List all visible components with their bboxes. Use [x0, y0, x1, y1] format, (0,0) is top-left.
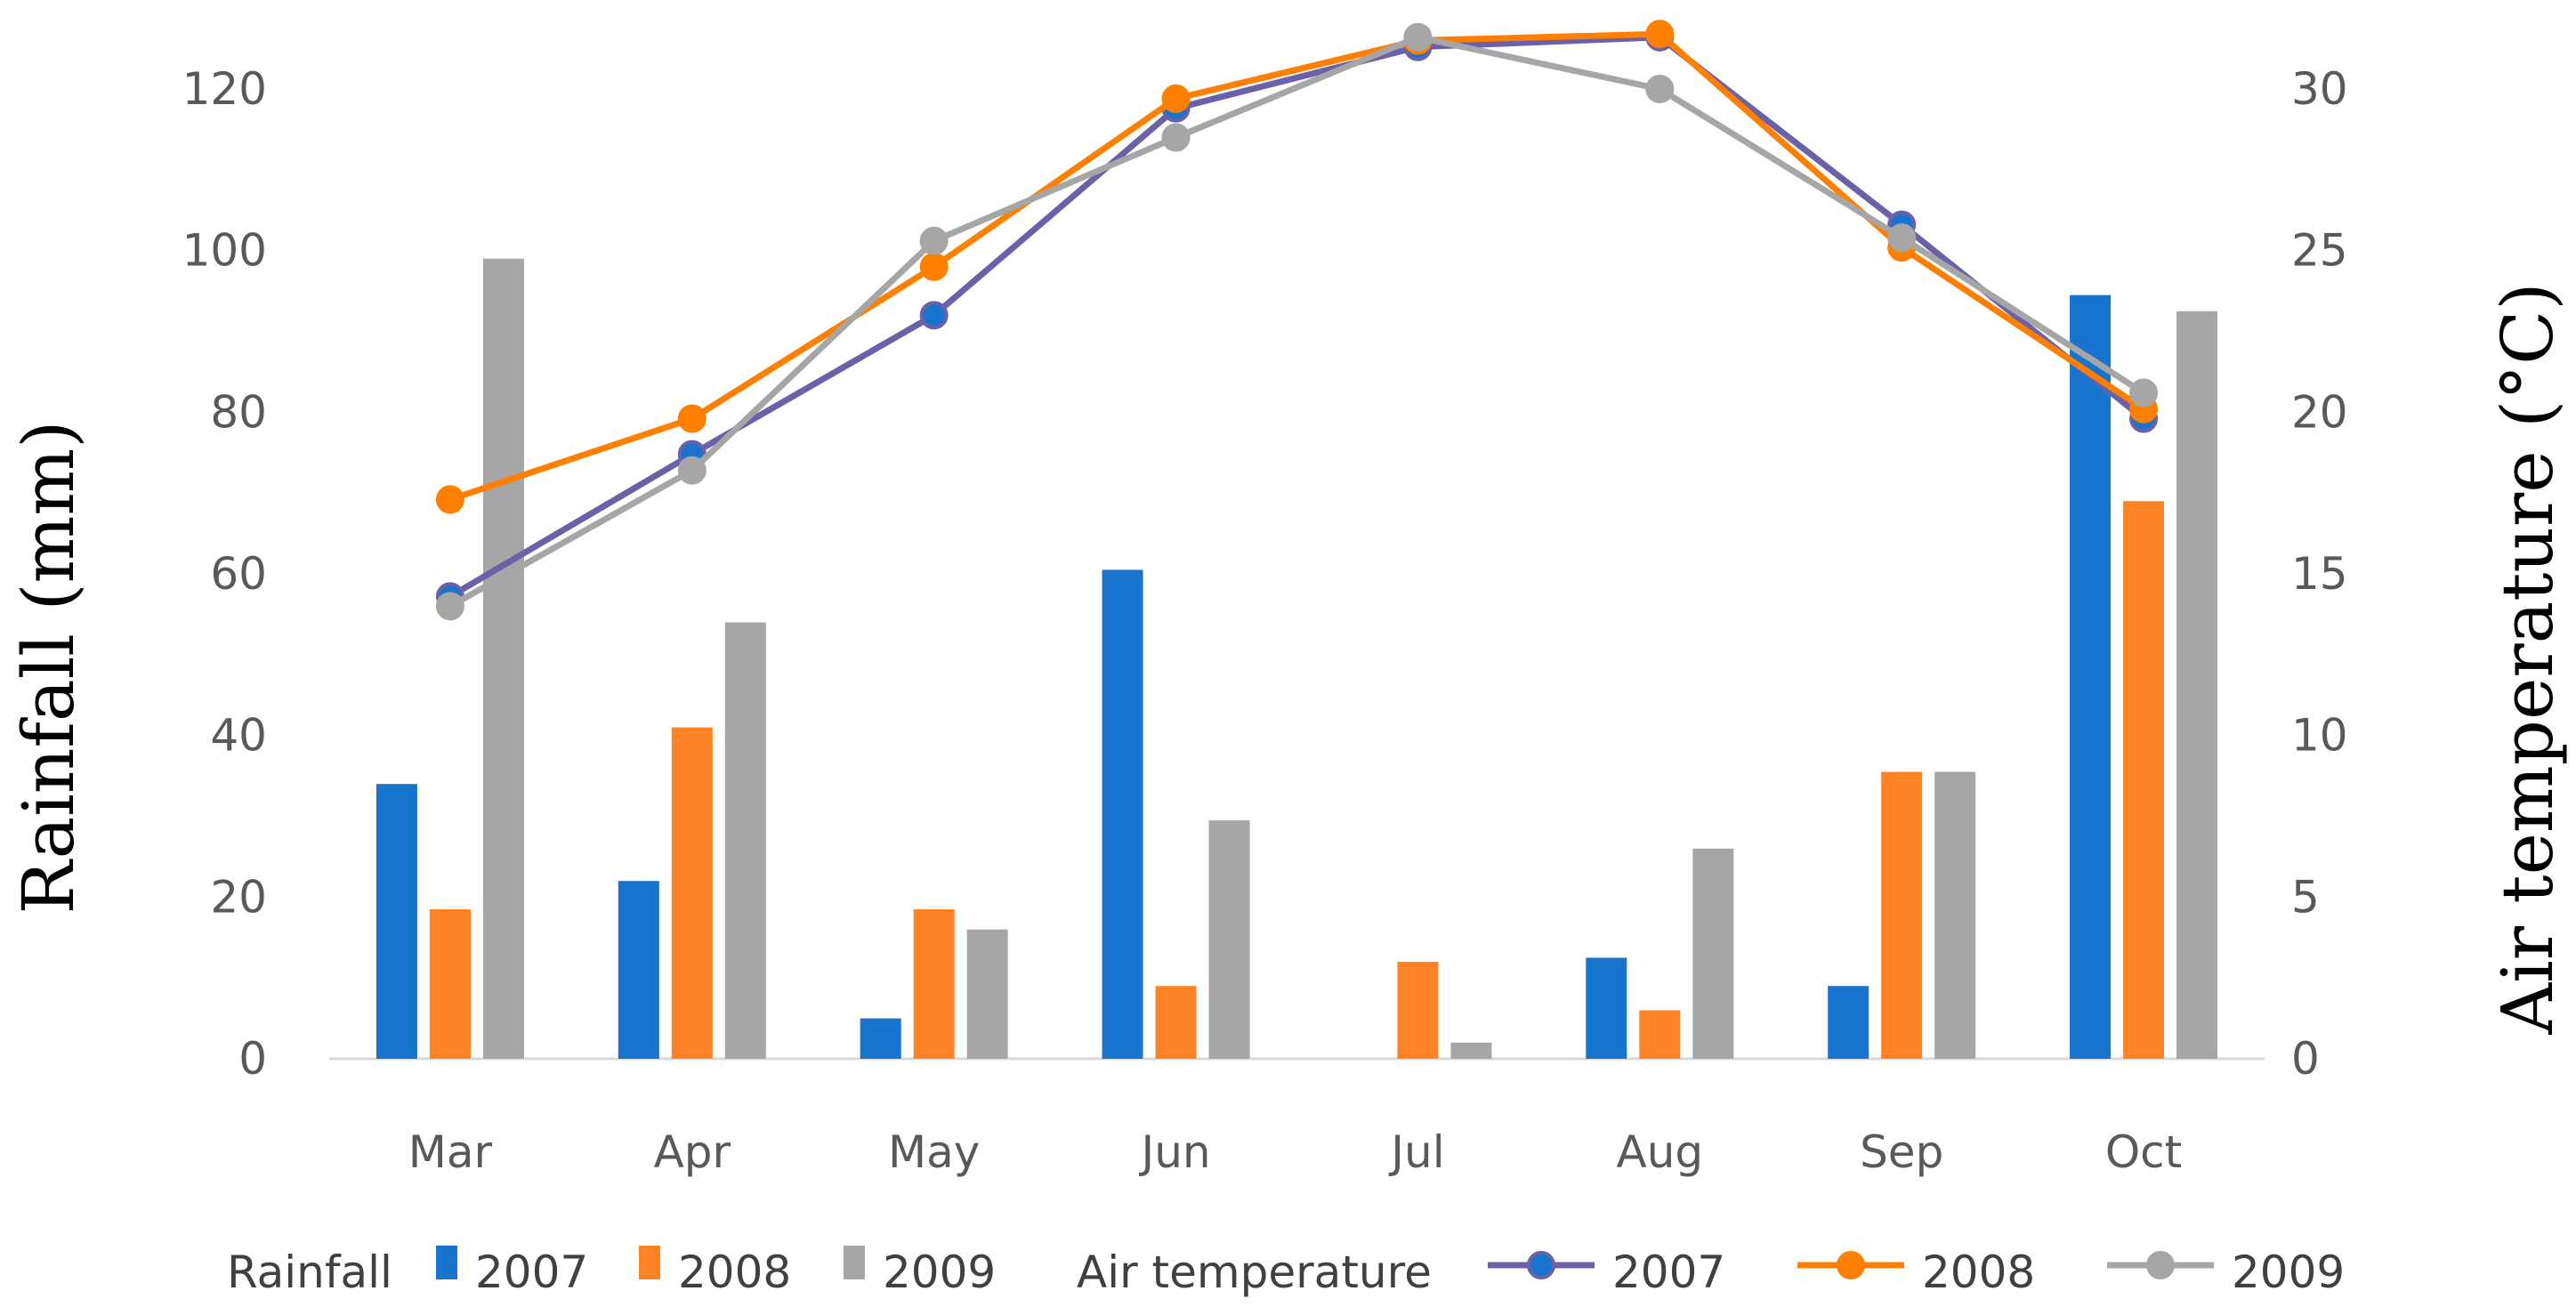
rainfall-bar-2007 — [1102, 569, 1143, 1059]
x-tick-label: Aug — [1616, 1126, 1703, 1178]
rainfall-bar-2008 — [1881, 771, 1923, 1059]
legend: Rainfall Air temperature 2007 2008 2009 20… — [227, 1246, 2345, 1298]
rainfall-bar-2007 — [618, 881, 659, 1059]
left-tick-label: 80 — [210, 386, 267, 438]
right-axis-title: Air temperature (°C) — [2486, 282, 2569, 1035]
right-tick-label: 30 — [2291, 63, 2348, 115]
legend-marker-2009 — [2146, 1251, 2175, 1279]
left-tick-label: 60 — [210, 548, 267, 600]
left-tick-label: 20 — [210, 871, 267, 923]
temperature-point-2009 — [1645, 75, 1675, 103]
rainfall-bar-2007 — [375, 784, 417, 1059]
rainfall-bar-2009 — [724, 622, 766, 1059]
x-tick-label: Jun — [1139, 1126, 1211, 1178]
rainfall-bar-2007 — [1828, 986, 1869, 1059]
temperature-point-2009 — [435, 592, 464, 621]
rainfall-bar-2009 — [482, 258, 524, 1059]
temperature-line-2007 — [448, 34, 2146, 600]
rainfall-bar-2008 — [1397, 962, 1439, 1059]
x-tick-label: Mar — [408, 1126, 493, 1178]
legend-line-label: 2008 — [1922, 1246, 2035, 1298]
left-tick-label: 120 — [182, 63, 267, 115]
right-tick-label: 5 — [2291, 871, 2320, 923]
legend-marker-2008 — [1837, 1251, 1865, 1279]
rainfall-bar-2008 — [913, 908, 955, 1059]
rainfall-bar-2009 — [1208, 820, 1250, 1059]
right-tick-label: 15 — [2291, 548, 2348, 600]
temperature-point-2008 — [919, 252, 949, 281]
temperature-point-2009 — [1161, 123, 1191, 152]
x-tick-label: Apr — [654, 1126, 731, 1178]
legend-bar-label: 2007 — [475, 1246, 588, 1298]
legend-line-label: 2009 — [2232, 1246, 2345, 1298]
legend-swatch-2008 — [639, 1246, 660, 1279]
temperature-point-2009 — [677, 456, 707, 485]
rainfall-bar-2008 — [1155, 986, 1197, 1059]
left-axis-title: Rainfall (mm) — [7, 421, 90, 915]
legend-bar-label: 2008 — [678, 1246, 791, 1298]
rainfall-bar-2009 — [1692, 848, 1734, 1059]
rainfall-bar-2007 — [2070, 294, 2112, 1059]
temperature-point-2009 — [919, 226, 949, 255]
temperature-line-2008 — [448, 30, 2146, 503]
temperature-point-2008 — [677, 404, 707, 433]
rainfall-bar-2009 — [2176, 311, 2218, 1060]
legend-marker-2007 — [1527, 1251, 1555, 1279]
temperature-point-2009 — [1887, 223, 1917, 253]
temperature-line-2009 — [448, 34, 2145, 609]
temperature-point-2009 — [2129, 378, 2159, 407]
rainfall-bars — [375, 258, 2218, 1060]
legend-rainfall-label: Rainfall — [227, 1246, 392, 1298]
temperature-point-2008 — [435, 485, 464, 514]
temperature-point-2009 — [1403, 22, 1433, 52]
right-tick-label: 0 — [2291, 1033, 2320, 1085]
legend-temperature-label: Air temperature — [1077, 1246, 1432, 1298]
temperature-point-2007 — [919, 301, 949, 330]
x-tick-label: Oct — [2105, 1126, 2182, 1178]
rainfall-bar-2008 — [1639, 1010, 1681, 1059]
x-tick-label: Jul — [1388, 1126, 1444, 1178]
temperature-point-2008 — [1161, 84, 1191, 113]
right-tick-label: 10 — [2291, 710, 2348, 762]
rainfall-bar-2009 — [1450, 1042, 1492, 1059]
rainfall-bar-2008 — [2123, 501, 2165, 1059]
right-tick-label: 25 — [2291, 225, 2348, 277]
rainfall-bar-2008 — [671, 727, 713, 1059]
rainfall-bar-2007 — [1586, 957, 1627, 1059]
rainfall-bar-2007 — [860, 1018, 901, 1059]
legend-line-label: 2007 — [1612, 1246, 1725, 1298]
x-tick-label: Sep — [1860, 1126, 1943, 1178]
rainfall-bar-2009 — [966, 929, 1008, 1059]
rainfall-bar-2008 — [429, 908, 471, 1059]
legend-bar-label: 2009 — [883, 1246, 996, 1298]
x-tick-label: May — [888, 1126, 980, 1178]
right-tick-label: 20 — [2291, 386, 2348, 438]
left-tick-label: 0 — [238, 1033, 267, 1085]
rainfall-bar-2009 — [1934, 771, 1976, 1059]
legend-swatch-2007 — [436, 1246, 457, 1279]
axis-ticks: 0 20 40 60 80 100 120 0 5 10 15 20 25 30 Mar Apr May Jun J… — [182, 63, 2348, 1178]
left-tick-label: 100 — [182, 225, 267, 277]
temperature-point-2008 — [1645, 20, 1675, 49]
left-tick-label: 40 — [210, 710, 267, 762]
temperature-lines — [435, 20, 2159, 621]
legend-swatch-2009 — [844, 1246, 865, 1279]
